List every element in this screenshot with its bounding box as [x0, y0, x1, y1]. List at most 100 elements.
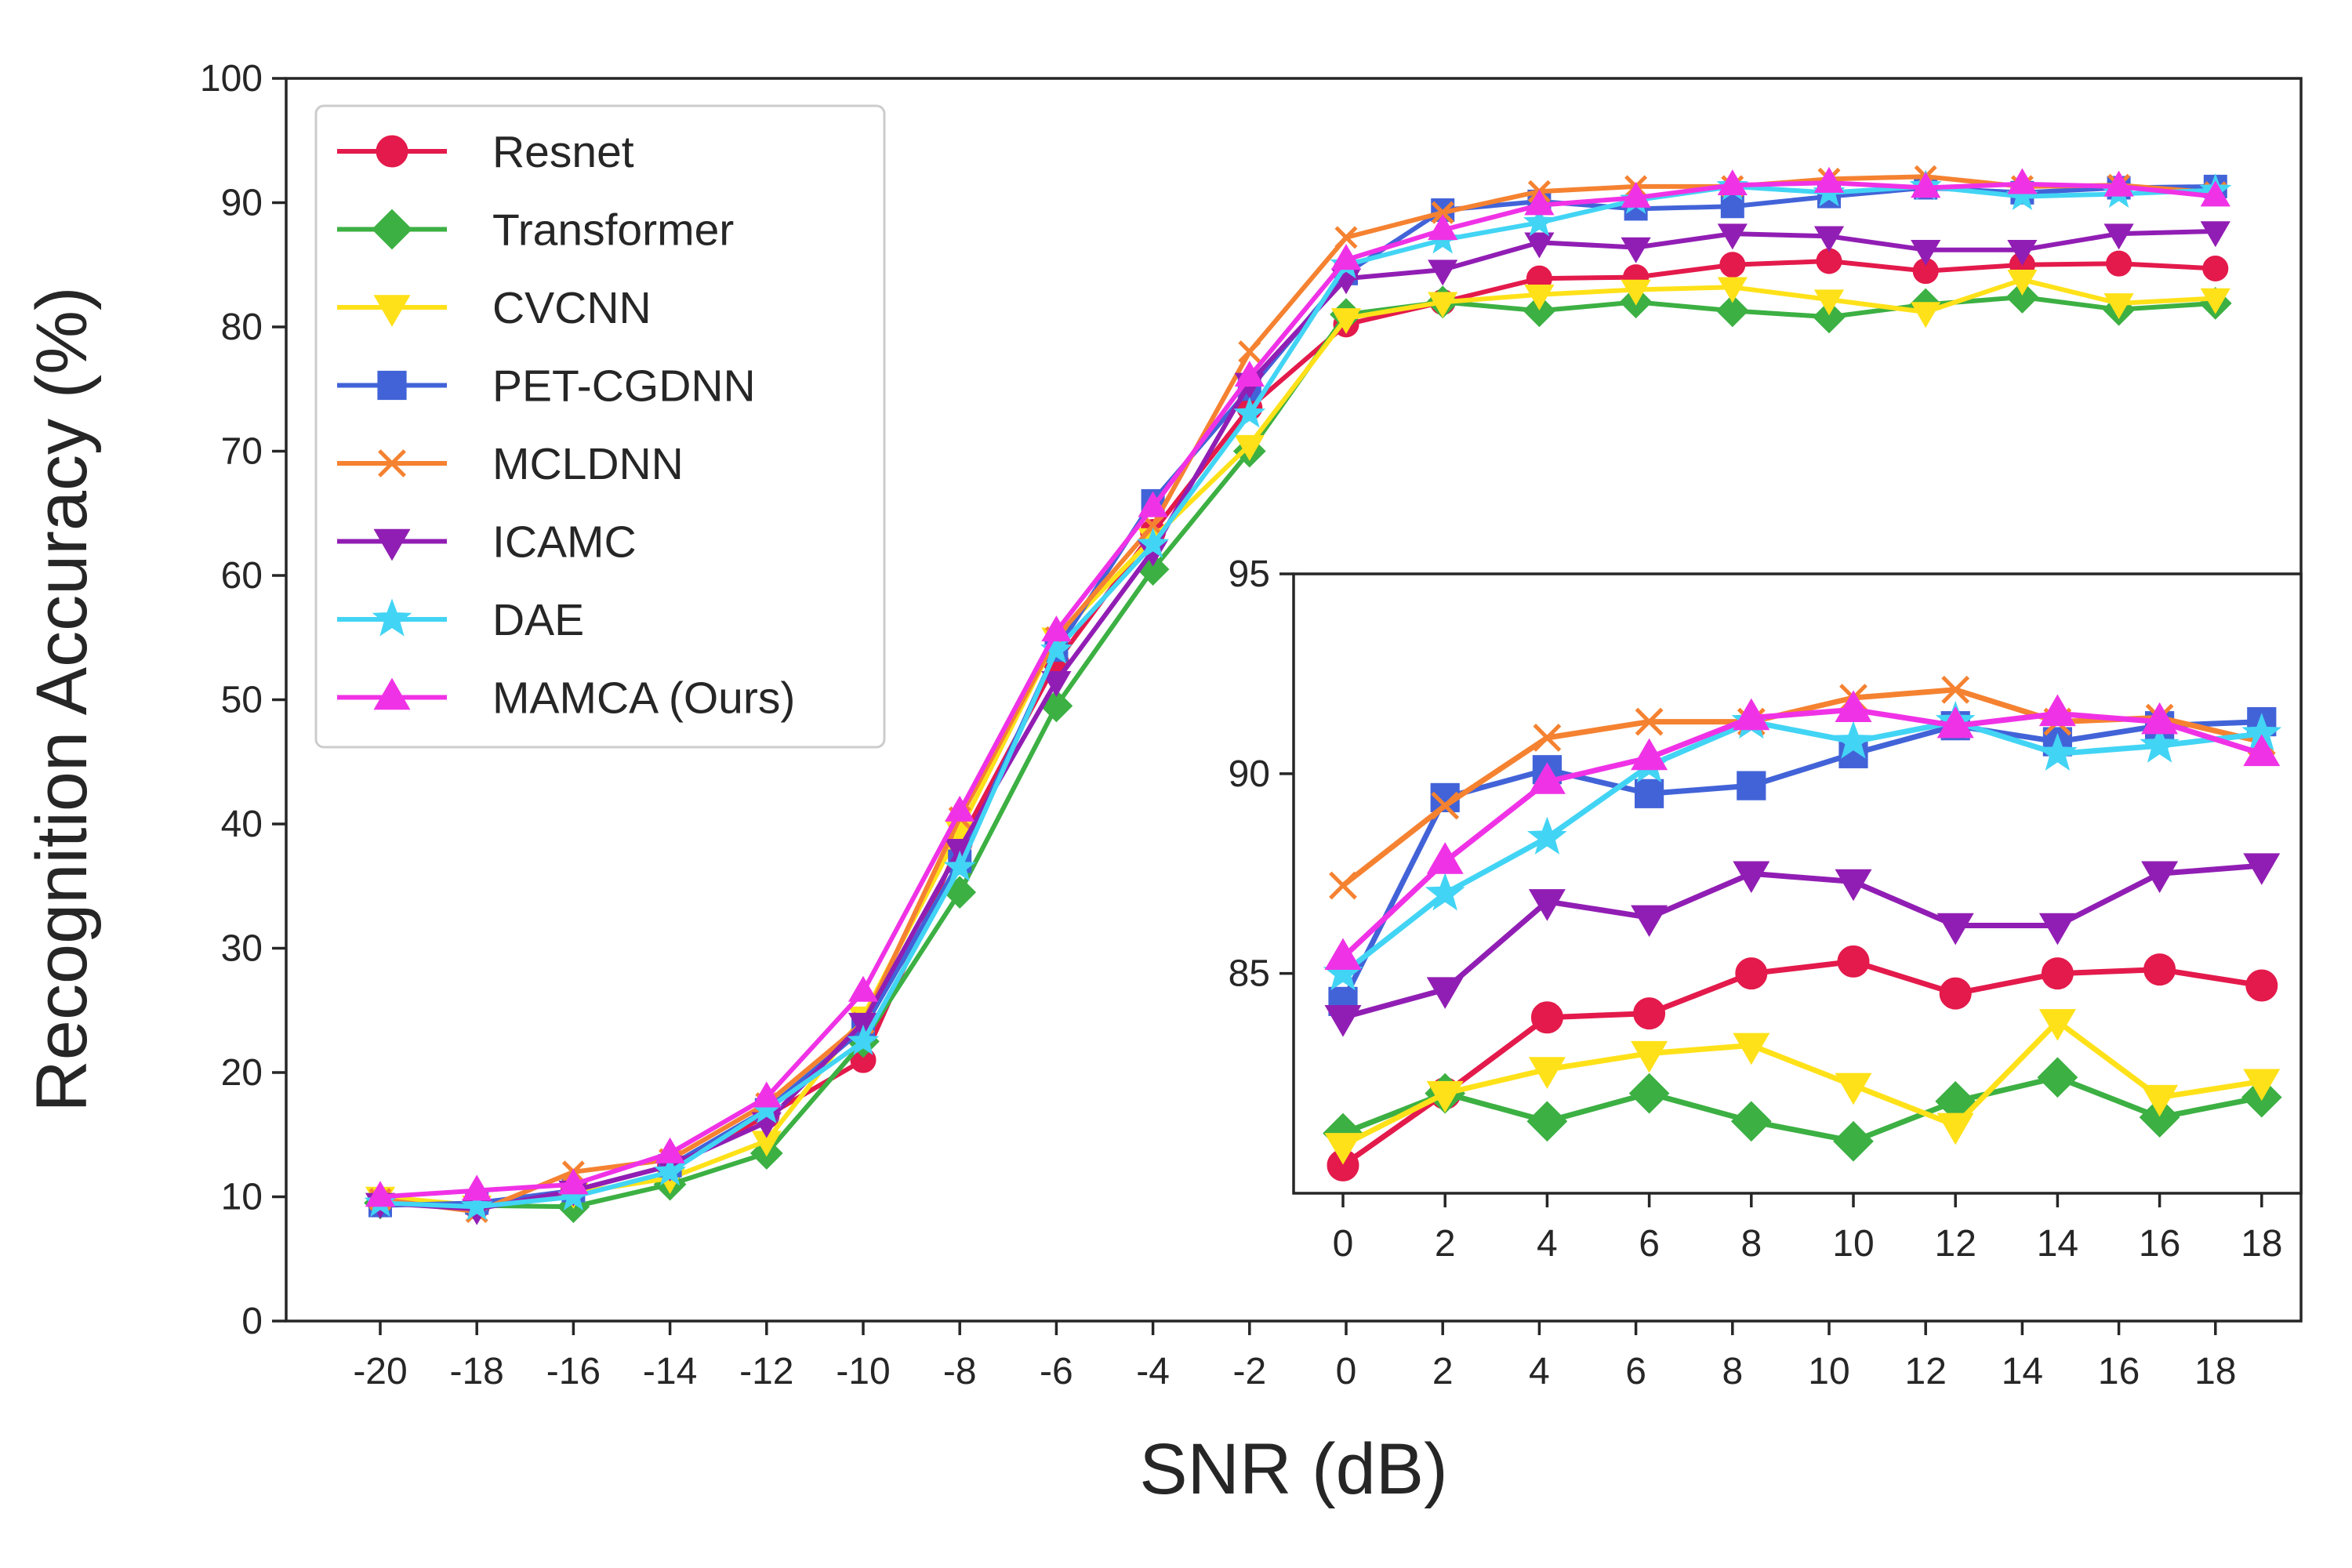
inset-data-point-cvcnn	[2038, 1009, 2076, 1041]
inset-y-tick-label: 90	[1229, 753, 1270, 795]
legend-entry-transformer: Transformer	[337, 205, 734, 256]
inset-series-line-icamc	[1342, 862, 2263, 1021]
inset-series-line-transformer	[1341, 1074, 2263, 1145]
y-axis-label: Recognition Accuracy (%)	[22, 286, 102, 1112]
data-point-cvcnn	[1428, 292, 1458, 318]
legend-label-cvcnn: CVCNN	[492, 283, 652, 333]
data-point-dae	[460, 1189, 493, 1221]
data-point-resnet	[1816, 248, 1842, 274]
main-series-lines	[364, 165, 2232, 1225]
inset-data-point-icamc	[1426, 977, 1464, 1009]
x-tick-label: 16	[2098, 1351, 2140, 1392]
legend-label-transformer: Transformer	[492, 205, 734, 256]
legend-entry-resnet: Resnet	[337, 127, 634, 177]
inset-data-point-cvcnn	[1631, 1040, 1668, 1073]
data-point-mamca-ours	[2007, 168, 2038, 194]
inset-data-point-icamc	[1835, 869, 1872, 902]
data-point-cvcnn	[1621, 279, 1651, 306]
legend-label-mcldnn: MCLDNN	[492, 439, 684, 489]
x-tick-label: 14	[2002, 1351, 2043, 1392]
inset-data-point-cvcnn	[1528, 1057, 1566, 1089]
data-point-mamca-ours	[1041, 615, 1072, 642]
x-tick-label: -8	[943, 1351, 977, 1392]
y-tick-label: 90	[221, 183, 263, 224]
series-line-icamc	[379, 229, 2216, 1212]
inset-data-point-transformer	[1526, 1101, 1568, 1142]
inset-data-point-resnet	[1530, 1001, 1563, 1034]
inset-data-point-icamc	[2141, 861, 2179, 894]
inset-data-point-icamc	[2038, 913, 2076, 946]
data-point-mcldnn	[1238, 340, 1261, 364]
inset-x-tick-label: 16	[2139, 1223, 2180, 1265]
legend-marker-icamc	[373, 528, 411, 561]
data-point-mamca-ours	[1428, 214, 1458, 241]
legend-label-mamca-ours: MAMCA (Ours)	[492, 673, 795, 724]
x-tick-label: 0	[1336, 1351, 1357, 1392]
inset-data-point-transformer	[2139, 1097, 2180, 1138]
inset-data-point-resnet	[1939, 977, 1972, 1010]
inset-data-point-cvcnn	[1324, 1133, 1362, 1165]
data-point-mamca-ours	[1911, 172, 1941, 198]
data-point-resnet	[2202, 256, 2229, 282]
data-point-mamca-ours	[945, 795, 975, 822]
data-point-mamca-ours	[1234, 361, 1265, 387]
x-tick-label: -6	[1040, 1351, 1073, 1392]
data-point-cvcnn	[1234, 434, 1265, 461]
data-point-mamca-ours	[1717, 169, 1748, 196]
data-point-icamc	[2103, 223, 2134, 250]
inset-x-tick-label: 14	[2037, 1223, 2078, 1265]
data-point-cvcnn	[2200, 288, 2230, 314]
x-tick-label: 12	[1905, 1351, 1947, 1392]
main-x-ticks: -20 -18 -16 -14 -12 -10 -8 -6 -4 -2 0 2 4 6 8 10 12 14 16 1…	[353, 1321, 2236, 1392]
x-tick-label: -16	[546, 1351, 601, 1392]
series-mamca-ours	[365, 166, 2230, 1207]
legend-entry-icamc: ICAMC	[337, 517, 637, 568]
inset-data-point-mamca-ours	[1528, 762, 1566, 794]
data-point-transformer	[1715, 294, 1749, 328]
inset-data-point-icamc	[1324, 1004, 1362, 1037]
inset-data-point-dae	[1527, 816, 1567, 855]
inset-y-tick-label: 85	[1229, 953, 1270, 995]
inset-data-point-icamc	[1528, 889, 1566, 921]
data-point-transformer	[1523, 294, 1556, 328]
x-tick-label: 10	[1808, 1351, 1849, 1392]
legend-marker-pet-cgdnn	[377, 370, 407, 401]
inset-data-point-mamca-ours	[1631, 738, 1668, 771]
data-point-dae	[1523, 205, 1555, 237]
inset-data-point-icamc	[1733, 861, 1770, 894]
data-point-icamc	[1428, 260, 1458, 286]
inset-data-point-resnet	[1837, 945, 1870, 978]
data-point-resnet	[1719, 252, 1746, 278]
inset-y-tick-label: 95	[1229, 554, 1270, 595]
inset-data-point-icamc	[1936, 913, 1974, 946]
legend-marker-dae	[372, 598, 412, 637]
legend-entry-pet-cgdnn: PET-CGDNN	[337, 361, 756, 412]
x-tick-label: -2	[1232, 1351, 1266, 1392]
inset-data-point-cvcnn	[1835, 1073, 1872, 1105]
data-point-resnet	[2106, 250, 2132, 277]
inset-data-point-cvcnn	[2243, 1069, 2281, 1102]
data-point-pet-cgdnn	[1720, 194, 1744, 219]
x-tick-label: -14	[643, 1351, 697, 1392]
inset-data-point-mamca-ours	[1835, 690, 1872, 723]
data-point-cvcnn	[1330, 308, 1362, 335]
inset-series-line-mamca-ours	[1341, 706, 2263, 960]
data-point-dae	[943, 850, 976, 881]
inset-data-point-transformer	[2037, 1057, 2078, 1098]
data-point-mamca-ours	[1621, 181, 1651, 208]
x-tick-label: -20	[353, 1351, 407, 1392]
data-point-cvcnn	[2007, 270, 2038, 296]
inset-x-ticks: 0 2 4 6 8 10 12 14 16 18	[1333, 1193, 2282, 1265]
inset-data-point-transformer	[1628, 1073, 1670, 1114]
inset-series-icamc	[1324, 853, 2281, 1037]
data-point-mamca-ours	[365, 1181, 396, 1207]
legend-marker-cvcnn	[373, 295, 411, 327]
data-point-mcldnn	[1431, 201, 1454, 224]
legend: Resnet Transformer CVCNN PET-CGDNN MCLDNN ICA…	[314, 104, 886, 749]
inset-series-line-resnet	[1341, 958, 2263, 1168]
inset-data-point-cvcnn	[1936, 1112, 1974, 1145]
data-point-mamca-ours	[462, 1174, 492, 1201]
data-point-mcldnn	[1334, 226, 1358, 249]
inset-series-cvcnn	[1324, 1009, 2281, 1165]
data-point-mamca-ours	[2103, 170, 2134, 197]
